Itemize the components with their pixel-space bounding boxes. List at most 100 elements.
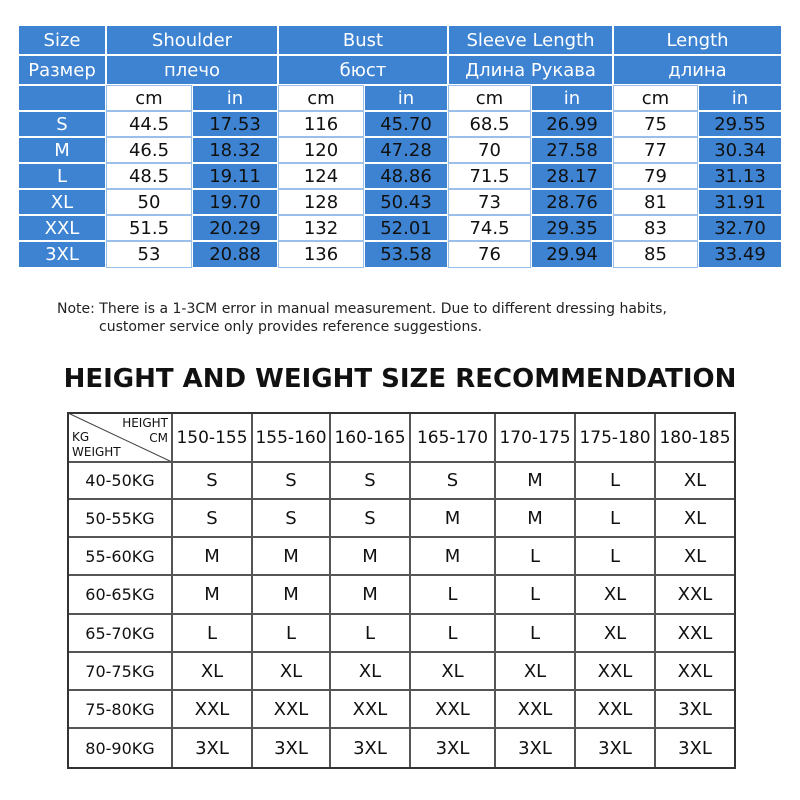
size-cell: L — [410, 575, 495, 614]
weight-label: 40-50KG — [68, 462, 172, 499]
measure-cell: 53.58 — [364, 241, 448, 268]
size-cell: L — [172, 614, 252, 652]
blank-cell — [18, 85, 106, 111]
corner-label: HEIGHT — [122, 416, 168, 430]
unit-cell: cm — [278, 85, 364, 111]
size-cell: XL — [575, 575, 655, 614]
measure-cell: 70 — [448, 137, 531, 163]
header-cell: плечо — [106, 55, 278, 85]
header-cell: длина — [613, 55, 782, 85]
measure-cell: 85 — [613, 241, 698, 268]
size-cell: L — [410, 614, 495, 652]
size-cell: L — [575, 537, 655, 575]
height-header: 180-185 — [655, 413, 735, 462]
section-title: HEIGHT AND WEIGHT SIZE RECOMMENDATION — [63, 364, 737, 394]
size-cell: XXL — [655, 575, 735, 614]
header-cell: Length — [613, 25, 782, 55]
header-cell: Size — [18, 25, 106, 55]
unit-cell: cm — [613, 85, 698, 111]
measure-cell: 44.5 — [106, 111, 192, 137]
header-cell: Размер — [18, 55, 106, 85]
measure-cell: 28.76 — [531, 189, 613, 215]
measure-cell: 116 — [278, 111, 364, 137]
header-cell: бюст — [278, 55, 448, 85]
size-cell: M — [330, 575, 410, 614]
size-cell: S — [410, 462, 495, 499]
height-header: 170-175 — [495, 413, 575, 462]
measure-cell: 83 — [613, 215, 698, 241]
size-cell: XXL — [655, 614, 735, 652]
size-cell: S — [252, 499, 330, 537]
size-cell: M — [410, 499, 495, 537]
weight-label: 65-70KG — [68, 614, 172, 652]
weight-label: 70-75KG — [68, 652, 172, 690]
size-cell: M — [252, 537, 330, 575]
measure-cell: 71.5 — [448, 163, 531, 189]
size-cell: L — [575, 462, 655, 499]
size-cell: XL — [252, 652, 330, 690]
measure-cell: 27.58 — [531, 137, 613, 163]
measure-cell: 45.70 — [364, 111, 448, 137]
measure-cell: 26.99 — [531, 111, 613, 137]
size-label: 3XL — [18, 241, 106, 268]
measure-cell: 50 — [106, 189, 192, 215]
size-cell: M — [172, 537, 252, 575]
size-cell: M — [330, 537, 410, 575]
measure-cell: 48.86 — [364, 163, 448, 189]
measure-cell: 33.49 — [698, 241, 782, 268]
size-cell: S — [330, 462, 410, 499]
unit-cell: in — [364, 85, 448, 111]
weight-label: 80-90KG — [68, 728, 172, 768]
measure-cell: 75 — [613, 111, 698, 137]
measure-cell: 132 — [278, 215, 364, 241]
measure-cell: 29.55 — [698, 111, 782, 137]
measure-cell: 46.5 — [106, 137, 192, 163]
note-line: customer service only provides reference… — [99, 319, 483, 335]
size-cell: XL — [495, 652, 575, 690]
measure-cell: 74.5 — [448, 215, 531, 241]
header-cell: Sleeve Length — [448, 25, 613, 55]
measure-cell: 51.5 — [106, 215, 192, 241]
header-cell: Bust — [278, 25, 448, 55]
measure-cell: 120 — [278, 137, 364, 163]
size-cell: L — [330, 614, 410, 652]
measure-cell: 29.94 — [531, 241, 613, 268]
measure-cell: 20.88 — [192, 241, 278, 268]
measure-cell: 17.53 — [192, 111, 278, 137]
unit-cell: in — [192, 85, 278, 111]
size-cell: L — [495, 537, 575, 575]
size-cell: XL — [172, 652, 252, 690]
size-cell: L — [495, 614, 575, 652]
note-line: Note: There is a 1-3CM error in manual m… — [57, 301, 667, 317]
unit-cell: in — [698, 85, 782, 111]
size-label: M — [18, 137, 106, 163]
measure-cell: 48.5 — [106, 163, 192, 189]
size-cell: XL — [655, 462, 735, 499]
size-label: XXL — [18, 215, 106, 241]
size-cell: XXL — [410, 690, 495, 728]
size-cell: 3XL — [495, 728, 575, 768]
size-cell: 3XL — [330, 728, 410, 768]
size-cell: XXL — [575, 652, 655, 690]
size-cell: L — [252, 614, 330, 652]
measure-cell: 32.70 — [698, 215, 782, 241]
size-cell: S — [330, 499, 410, 537]
size-cell: 3XL — [172, 728, 252, 768]
measure-cell: 31.13 — [698, 163, 782, 189]
size-cell: M — [495, 499, 575, 537]
size-cell: XL — [655, 537, 735, 575]
measure-cell: 20.29 — [192, 215, 278, 241]
weight-label: 60-65KG — [68, 575, 172, 614]
size-cell: 3XL — [655, 728, 735, 768]
size-cell: L — [495, 575, 575, 614]
height-header: 165-170 — [410, 413, 495, 462]
measure-cell: 68.5 — [448, 111, 531, 137]
measure-cell: 29.35 — [531, 215, 613, 241]
weight-label: 50-55KG — [68, 499, 172, 537]
size-cell: XXL — [252, 690, 330, 728]
size-cell: XL — [410, 652, 495, 690]
header-cell: Длина Рукава — [448, 55, 613, 85]
corner-label: WEIGHT — [72, 445, 121, 459]
